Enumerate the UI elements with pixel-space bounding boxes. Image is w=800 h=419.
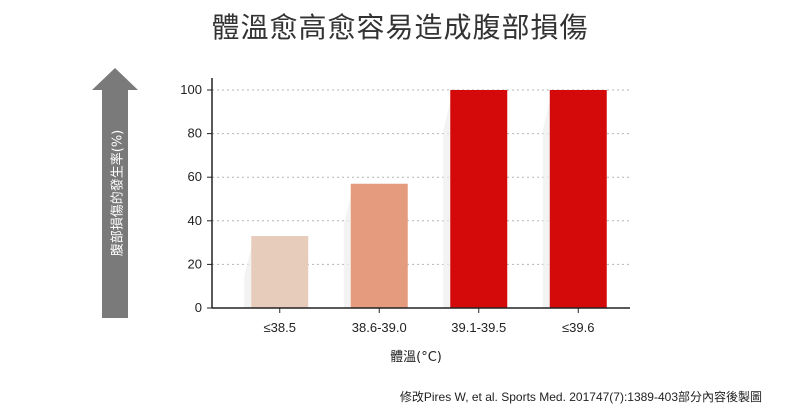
y-tick-label: 40 xyxy=(188,213,202,228)
y-tick-labels: 0 20 40 60 80 100 xyxy=(180,82,212,315)
bar-shadow xyxy=(343,195,351,308)
y-tick-label: 0 xyxy=(195,300,202,315)
bar-shadow xyxy=(244,248,252,308)
bars xyxy=(244,90,607,308)
bar xyxy=(450,90,508,308)
x-tick-label: ≤39.6 xyxy=(562,320,594,335)
bar xyxy=(350,183,408,308)
x-tick-label: 38.6-39.0 xyxy=(352,320,407,335)
axes xyxy=(211,78,630,309)
bar-shadow xyxy=(542,102,550,308)
y-axis-arrow-icon xyxy=(92,68,138,318)
y-tick-label: 80 xyxy=(188,126,202,141)
x-tick-label: 39.1-39.5 xyxy=(451,320,506,335)
bar-shadow xyxy=(443,102,451,308)
x-axis-label: 體溫(°C) xyxy=(390,350,442,365)
bar xyxy=(549,90,607,308)
bar xyxy=(251,236,309,308)
y-tick-label: 100 xyxy=(180,82,202,97)
chart-title: 體溫愈高愈容易造成腹部損傷 xyxy=(211,11,589,44)
x-tick-labels: ≤38.5 38.6-39.0 39.1-39.5 ≤39.6 xyxy=(264,308,594,335)
y-tick-label: 20 xyxy=(188,256,202,271)
x-tick-label: ≤38.5 xyxy=(264,320,296,335)
source-note: 修改Pires W, et al. Sports Med. 201747(7):… xyxy=(399,390,762,404)
y-tick-label: 60 xyxy=(188,169,202,184)
